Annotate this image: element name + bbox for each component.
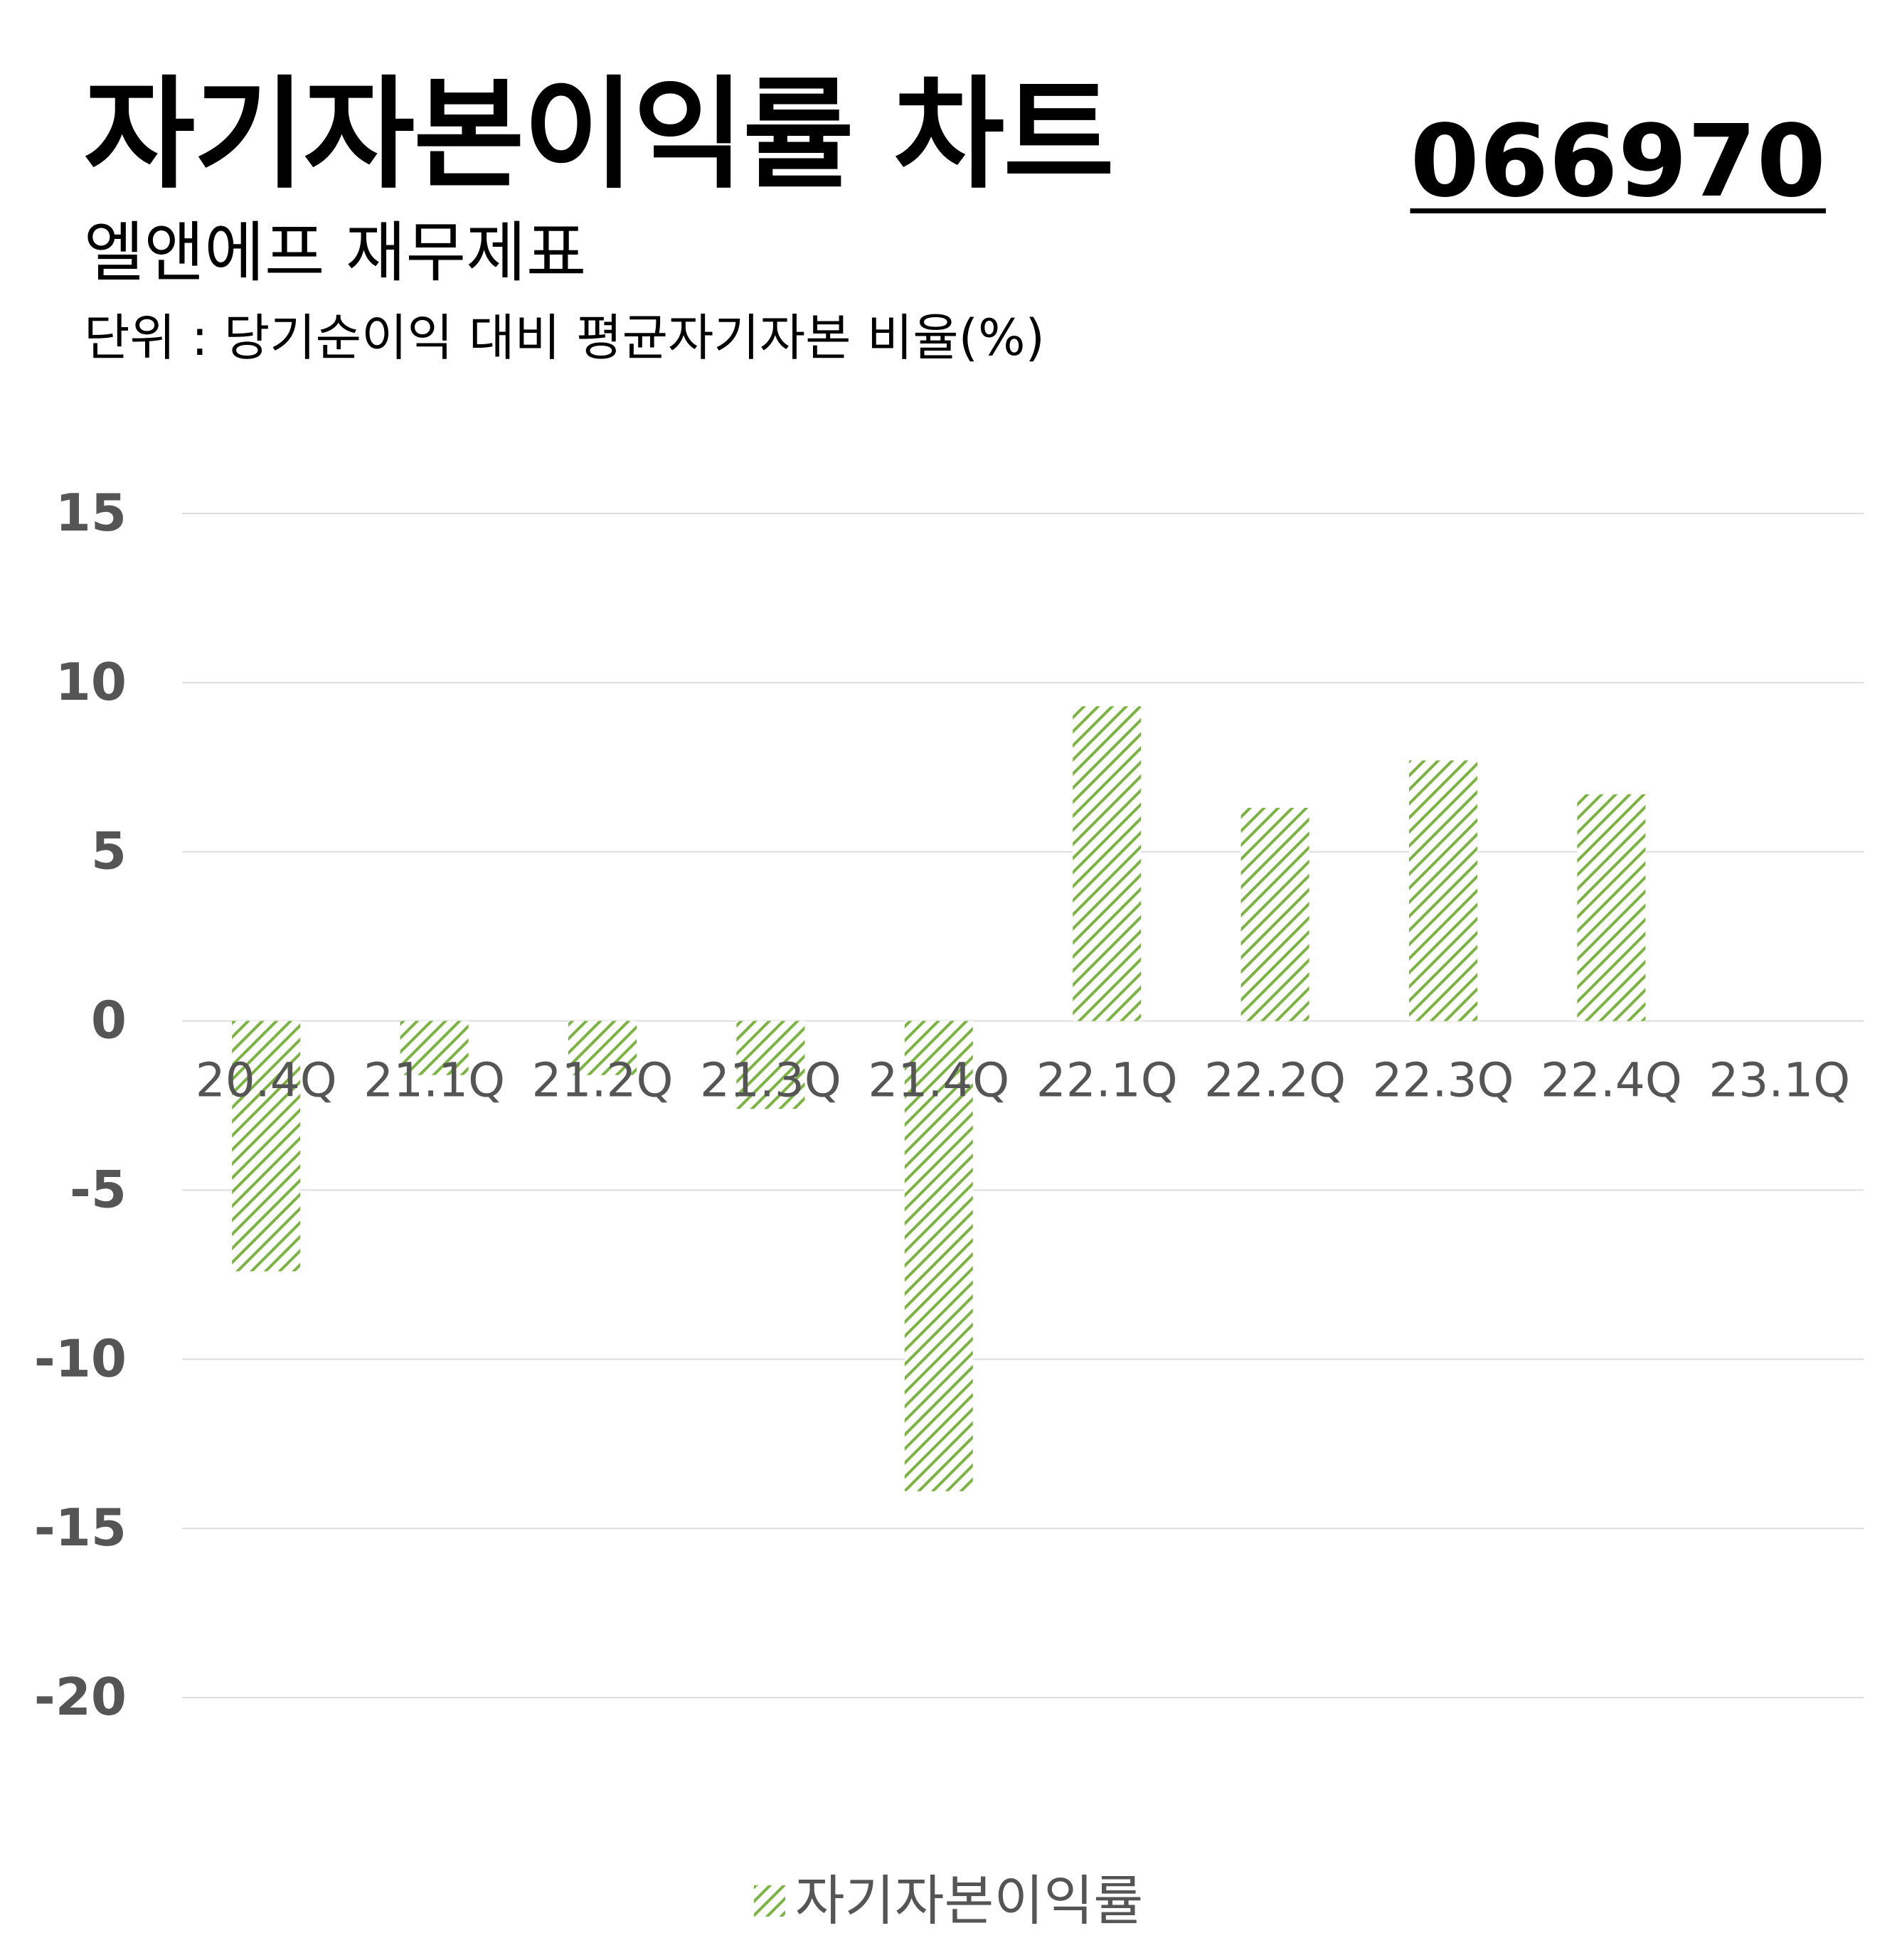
x-category-label: 22.4Q [1541, 1053, 1682, 1108]
y-tick-label: 0 [91, 991, 127, 1050]
bars [232, 706, 1646, 1491]
y-tick-label: -5 [70, 1159, 127, 1219]
legend-swatch-icon [753, 1885, 785, 1917]
legend: 자기자본이익률 [0, 1870, 1897, 1928]
x-category-label: 22.3Q [1373, 1053, 1514, 1108]
x-category-label: 20.4Q [196, 1053, 337, 1108]
y-axis-ticks: 15 10 5 0 -5 -10 -15 -20 [34, 483, 127, 1727]
y-tick-label: -15 [34, 1498, 127, 1557]
bar-20.4Q [232, 1021, 301, 1272]
bar-21.1Q [400, 1021, 469, 1075]
bar-22.1Q [1073, 706, 1142, 1021]
x-category-label: 22.2Q [1204, 1053, 1346, 1108]
bar-21.4Q [904, 1021, 973, 1491]
x-category-label: 22.1Q [1036, 1053, 1178, 1108]
ticker-code[interactable]: 066970 [1410, 104, 1826, 220]
y-tick-label: 15 [55, 483, 127, 543]
x-category-label: 21.4Q [868, 1053, 1009, 1108]
chart-title: 자기자본이익률 차트 [84, 65, 1115, 206]
legend-label: 자기자본이익률 [795, 1869, 1144, 1932]
x-category-label: 21.1Q [363, 1053, 505, 1108]
y-tick-label: 10 [55, 652, 127, 712]
unit-note: 단위 : 당기순이익 대비 평균자기자본 비율(%) [84, 309, 1045, 367]
x-category-label: 21.2Q [532, 1053, 674, 1108]
x-category-label: 21.3Q [700, 1053, 841, 1108]
x-category-label: 23.1Q [1709, 1053, 1850, 1108]
bar-22.2Q [1240, 807, 1309, 1021]
y-tick-label: 5 [91, 821, 127, 881]
y-tick-label: -10 [34, 1328, 127, 1388]
bar-22.4Q [1577, 794, 1646, 1021]
x-axis-labels: 20.4Q 21.1Q 21.2Q 21.3Q 21.4Q 22.1Q 22.2Q 22.3Q… [196, 1053, 1851, 1108]
bar-21.3Q [736, 1021, 805, 1109]
y-tick-label: -20 [34, 1667, 127, 1727]
bar-22.3Q [1409, 760, 1477, 1021]
chart-subtitle: 엘앤에프 재무제표 [84, 215, 587, 291]
bar-21.2Q [568, 1021, 637, 1075]
